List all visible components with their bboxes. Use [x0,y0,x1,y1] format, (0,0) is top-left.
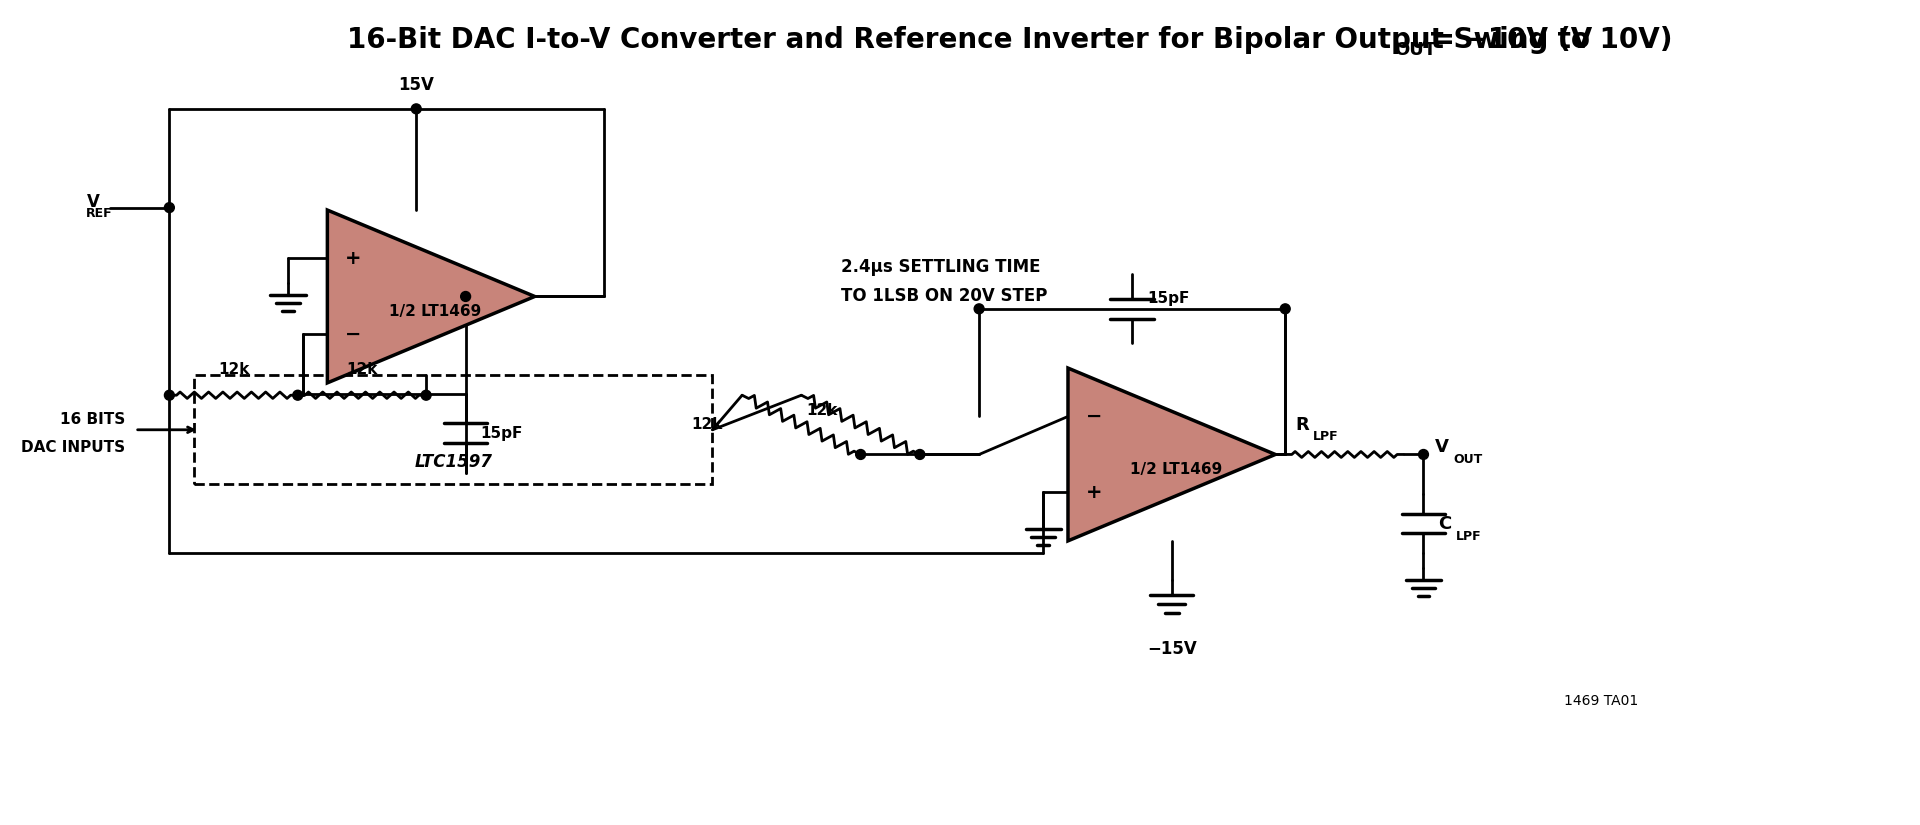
Text: R: R [1296,416,1309,434]
Text: +: + [1087,483,1102,502]
Text: LPF: LPF [1455,530,1482,543]
Text: DAC INPUTS: DAC INPUTS [21,440,125,455]
Circle shape [973,304,985,314]
Polygon shape [1068,368,1275,541]
Text: = −10V to 10V): = −10V to 10V) [1421,26,1672,54]
Text: V: V [1436,437,1450,455]
Text: −: − [1087,407,1102,426]
Circle shape [916,450,925,460]
Polygon shape [328,210,536,383]
Text: 15V: 15V [397,76,434,94]
Text: 12k: 12k [346,362,378,378]
Text: OUT: OUT [1453,453,1482,466]
Circle shape [856,450,866,460]
Text: 15pF: 15pF [1146,291,1188,306]
Text: 1/2 LT1469: 1/2 LT1469 [390,304,482,318]
Text: 12k: 12k [691,417,722,432]
Text: −15V: −15V [1146,639,1196,658]
Text: 15pF: 15pF [480,426,522,441]
Circle shape [165,390,175,400]
Circle shape [1419,450,1428,460]
Circle shape [411,104,420,114]
Text: V: V [88,193,100,210]
Text: TO 1LSB ON 20V STEP: TO 1LSB ON 20V STEP [841,287,1046,305]
Text: C: C [1438,515,1452,533]
Text: 1469 TA01: 1469 TA01 [1565,695,1638,709]
Text: 2.4μs SETTLING TIME: 2.4μs SETTLING TIME [841,258,1041,276]
Text: LPF: LPF [1313,430,1338,443]
Circle shape [1281,304,1290,314]
Text: LTC1597: LTC1597 [415,454,492,471]
Text: +: + [346,249,361,268]
Circle shape [461,291,470,301]
Circle shape [420,390,432,400]
Text: 16-Bit DAC I-to-V Converter and Reference Inverter for Bipolar Output Swing (V: 16-Bit DAC I-to-V Converter and Referenc… [348,26,1592,54]
Circle shape [294,390,303,400]
Text: 12k: 12k [217,362,250,378]
Bar [194,375,712,484]
Text: 12k: 12k [806,403,837,417]
Text: 1/2 LT1469: 1/2 LT1469 [1129,462,1221,477]
Text: 16 BITS: 16 BITS [60,412,125,427]
Text: −: − [346,325,361,344]
Text: REF: REF [86,207,111,220]
Text: OUT: OUT [1394,40,1436,59]
Circle shape [165,203,175,213]
